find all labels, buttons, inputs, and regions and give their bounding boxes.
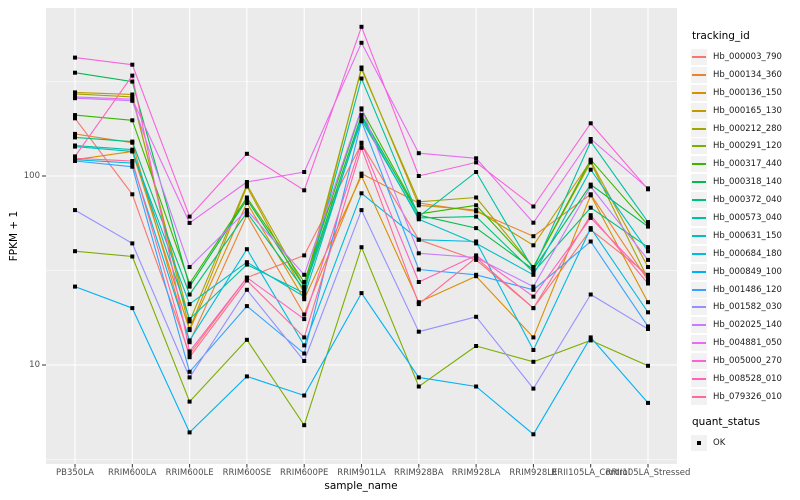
legend-item-label: Hb_000372_040 (713, 195, 782, 206)
legend-item-label: Hb_001486_120 (713, 284, 782, 295)
legend-key-line (691, 174, 707, 191)
legend-item: Hb_000291_120 (691, 137, 799, 155)
legend-key-line (691, 281, 707, 298)
legend-key-line (691, 48, 707, 65)
legend-title-tracking-id: tracking_id (692, 30, 750, 42)
legend-item-label: Hb_000165_130 (713, 105, 782, 116)
y-tick-label: 100 (23, 171, 40, 181)
legend-item: Hb_079326_010 (691, 388, 799, 406)
legend-item-label: Hb_000684_180 (713, 248, 782, 259)
legend: tracking_id Hb_000003_790 Hb_000134_360 Hb… (691, 30, 799, 452)
legend-item: Hb_000631_150 (691, 227, 799, 245)
legend-key-line (691, 192, 707, 209)
legend-item: Hb_002025_140 (691, 316, 799, 334)
legend-key-line (691, 388, 707, 405)
x-tick-label: PB350LA (56, 468, 94, 478)
x-tick-label: RRIM600PE (280, 468, 329, 478)
x-tick-label: RRIM600LA (107, 468, 157, 478)
x-tick-label: RRII105LA_Control (551, 468, 631, 478)
legend-item: Hb_000849_100 (691, 263, 799, 281)
x-tick-label: RRIM901LA (337, 468, 386, 478)
legend-key-line (691, 156, 707, 173)
legend-item-label: Hb_008528_010 (713, 373, 782, 384)
quant-legend-items: OK (691, 434, 799, 452)
legend-key-line (691, 84, 707, 101)
quant-status-item: OK (691, 434, 799, 452)
legend-item: Hb_000573_040 (691, 209, 799, 227)
legend-item: Hb_008528_010 (691, 370, 799, 388)
legend-key-point (691, 434, 707, 451)
legend-item: Hb_004881_050 (691, 334, 799, 352)
legend-item: Hb_001486_120 (691, 281, 799, 299)
legend-item-label: Hb_001582_030 (713, 302, 782, 313)
legend-item-label: Hb_000317_440 (713, 159, 782, 170)
legend-item: Hb_000136_150 (691, 84, 799, 102)
legend-key-line (691, 227, 707, 244)
legend-item-label: Hb_000003_790 (713, 51, 782, 62)
legend-item: Hb_000003_790 (691, 48, 799, 66)
legend-item: Hb_001582_030 (691, 298, 799, 316)
legend-item-label: Hb_000134_360 (713, 69, 782, 80)
legend-item-label: Hb_000136_150 (713, 87, 782, 98)
x-tick-label: RRIM928LE (509, 468, 558, 478)
legend-key-line (691, 335, 707, 352)
legend-item-label: Hb_000849_100 (713, 266, 782, 277)
legend-item-label: Hb_005000_270 (713, 356, 782, 367)
legend-item-label: Hb_000631_150 (713, 230, 782, 241)
legend-key-line (691, 317, 707, 334)
legend-item: Hb_000212_280 (691, 120, 799, 138)
legend-key-line (691, 370, 707, 387)
legend-title-quant-status: quant_status (692, 415, 761, 428)
x-tick-label: RRIM928BA (394, 468, 444, 478)
y-axis-title: FPKM + 1 (8, 210, 20, 262)
legend-item: Hb_000134_360 (691, 66, 799, 84)
x-tick-label: RRIM600LE (165, 468, 214, 478)
quant-status-label: OK (713, 437, 726, 448)
legend-item: Hb_000165_130 (691, 102, 799, 120)
legend-item-label: Hb_079326_010 (713, 391, 782, 402)
x-tick-label: RRIM928LA (451, 468, 501, 478)
legend-item: Hb_000684_180 (691, 245, 799, 263)
legend-key-line (691, 138, 707, 155)
legend-key-line (691, 353, 707, 370)
legend-item-label: Hb_000212_280 (713, 123, 782, 134)
legend-key-line (691, 66, 707, 83)
x-axis-title: sample_name (324, 480, 398, 492)
legend-key-line (691, 102, 707, 119)
legend-item-label: Hb_002025_140 (713, 320, 782, 331)
legend-key-line (691, 263, 707, 280)
legend-key-line (691, 120, 707, 137)
legend-item-label: Hb_000318_140 (713, 177, 782, 188)
legend-item: Hb_000372_040 (691, 191, 799, 209)
legend-item: Hb_000317_440 (691, 155, 799, 173)
legend-item-label: Hb_000573_040 (713, 212, 782, 223)
legend-item-label: Hb_000291_120 (713, 141, 782, 152)
x-tick-label: RRII105LA_Stressed (605, 468, 691, 478)
legend-item: Hb_000318_140 (691, 173, 799, 191)
x-tick-label: RRIM600SE (222, 468, 272, 478)
legend-key-line (691, 209, 707, 226)
legend-item: Hb_005000_270 (691, 352, 799, 370)
legend-key-line (691, 299, 707, 316)
legend-items: Hb_000003_790 Hb_000134_360 Hb_000136_150 H… (691, 48, 799, 406)
legend-item-label: Hb_004881_050 (713, 338, 782, 349)
legend-key-line (691, 245, 707, 262)
y-tick-label: 10 (29, 360, 40, 370)
